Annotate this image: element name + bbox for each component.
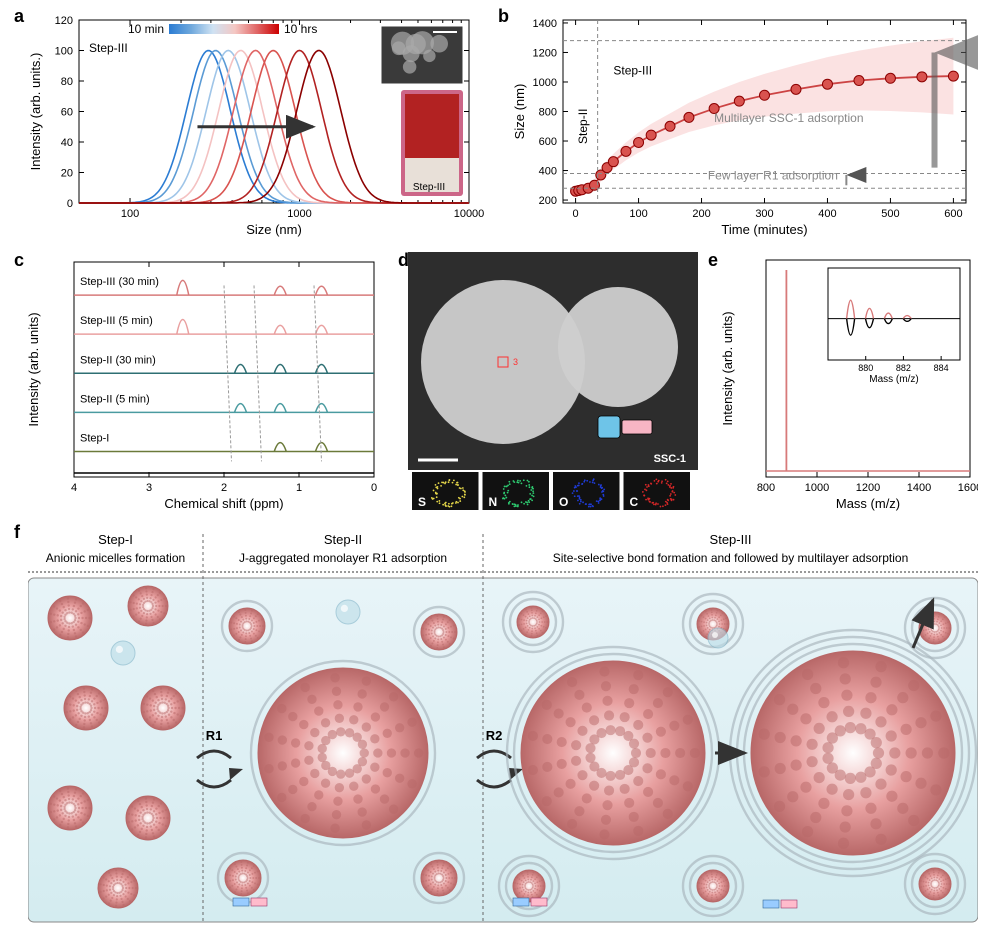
svg-text:0: 0 xyxy=(573,208,579,220)
svg-text:Step-III: Step-III xyxy=(89,41,128,55)
panel-a-chart: 0 20 40 60 80 100 120 100 1000 10000 Size (nm) Inte… xyxy=(24,8,484,238)
svg-text:100: 100 xyxy=(121,208,139,220)
svg-text:880: 880 xyxy=(858,363,873,373)
svg-text:10 hrs: 10 hrs xyxy=(284,22,317,36)
svg-text:Intensity (arb. units): Intensity (arb. units) xyxy=(26,312,41,426)
svg-text:Step-II (5 min): Step-II (5 min) xyxy=(80,393,150,405)
svg-text:400: 400 xyxy=(539,166,557,178)
svg-text:Step-III: Step-III xyxy=(710,532,752,547)
svg-text:3: 3 xyxy=(513,357,518,367)
svg-text:Mass (m/z): Mass (m/z) xyxy=(869,374,918,385)
svg-text:10000: 10000 xyxy=(454,208,484,220)
svg-text:20: 20 xyxy=(61,168,73,180)
svg-text:Step-II (30 min): Step-II (30 min) xyxy=(80,354,156,366)
svg-text:Step-I: Step-I xyxy=(80,432,109,444)
svg-text:Step-III: Step-III xyxy=(413,182,445,193)
svg-text:Intensity (arb. units): Intensity (arb. units) xyxy=(720,311,735,425)
panel-e-chart: 800 1000 1200 1400 1600 Mass (m/z) Intensity (… xyxy=(718,252,978,512)
svg-text:600: 600 xyxy=(539,136,557,148)
svg-text:10 min: 10 min xyxy=(128,22,164,36)
svg-text:400: 400 xyxy=(818,208,836,220)
svg-text:1000: 1000 xyxy=(287,208,311,220)
svg-text:80: 80 xyxy=(61,76,73,88)
svg-text:N: N xyxy=(489,495,498,509)
svg-text:Time (minutes): Time (minutes) xyxy=(721,222,807,237)
svg-text:60: 60 xyxy=(61,107,73,119)
svg-text:0: 0 xyxy=(67,198,73,210)
svg-text:Anionic micelles formation: Anionic micelles formation xyxy=(46,551,185,565)
svg-text:882: 882 xyxy=(896,363,911,373)
svg-text:C: C xyxy=(630,495,639,509)
svg-text:Chemical shift (ppm): Chemical shift (ppm) xyxy=(164,496,283,511)
svg-text:Step-I: Step-I xyxy=(98,532,133,547)
svg-text:600: 600 xyxy=(944,208,962,220)
svg-text:1: 1 xyxy=(296,482,302,494)
svg-text:SSC-1: SSC-1 xyxy=(654,453,686,465)
svg-text:800: 800 xyxy=(539,107,557,119)
svg-text:1400: 1400 xyxy=(907,482,931,494)
svg-text:1200: 1200 xyxy=(856,482,880,494)
svg-text:Step-III (5 min): Step-III (5 min) xyxy=(80,315,153,327)
svg-text:1000: 1000 xyxy=(805,482,829,494)
svg-text:200: 200 xyxy=(692,208,710,220)
svg-text:2: 2 xyxy=(221,482,227,494)
svg-text:Size (nm): Size (nm) xyxy=(512,84,527,140)
panel-label-c: c xyxy=(14,250,24,271)
svg-text:3: 3 xyxy=(146,482,152,494)
svg-text:J-aggregated monolayer R1 adso: J-aggregated monolayer R1 adsorption xyxy=(239,551,447,565)
svg-text:884: 884 xyxy=(934,363,949,373)
svg-text:300: 300 xyxy=(755,208,773,220)
svg-text:Site-selective bond formation: Site-selective bond formation and follow… xyxy=(553,551,909,565)
panel-label-e: e xyxy=(708,250,718,271)
panel-f-schematic: Step-I Anionic micelles formation Step-II J… xyxy=(28,528,978,926)
svg-text:Step-III (30 min): Step-III (30 min) xyxy=(80,276,159,288)
svg-text:800: 800 xyxy=(757,482,775,494)
svg-text:Size (nm): Size (nm) xyxy=(246,222,302,237)
svg-text:Mass (m/z): Mass (m/z) xyxy=(836,496,900,511)
panel-c-chart: 0 1 2 3 4 Chemical shift (ppm) Intensity (arb.… xyxy=(24,252,384,512)
svg-text:40: 40 xyxy=(61,137,73,149)
svg-text:500: 500 xyxy=(881,208,899,220)
svg-text:Multilayer SSC-1 adsorption: Multilayer SSC-1 adsorption xyxy=(714,111,863,125)
svg-text:O: O xyxy=(559,495,568,509)
svg-text:1600: 1600 xyxy=(958,482,978,494)
svg-text:4: 4 xyxy=(71,482,77,494)
svg-text:0: 0 xyxy=(371,482,377,494)
svg-text:Few layer R1 adsorption: Few layer R1 adsorption xyxy=(708,168,838,182)
svg-text:120: 120 xyxy=(55,15,73,27)
svg-text:Step-II: Step-II xyxy=(324,532,362,547)
svg-text:200: 200 xyxy=(539,195,557,207)
svg-text:100: 100 xyxy=(55,46,73,58)
panel-b-chart: 200 400 600 800 1000 1200 1400 0 100 200 300 400 500… xyxy=(508,8,978,238)
svg-text:Step-II: Step-II xyxy=(576,109,590,144)
svg-text:Intensity (arb. units.): Intensity (arb. units.) xyxy=(28,53,43,171)
svg-text:R1: R1 xyxy=(206,728,223,743)
panel-d-image: 3 SSC-1 S N O C xyxy=(408,252,698,512)
svg-text:1200: 1200 xyxy=(533,47,557,59)
svg-text:Step-III: Step-III xyxy=(613,64,652,78)
panel-label-a: a xyxy=(14,6,24,27)
panel-label-f: f xyxy=(14,522,20,543)
svg-text:S: S xyxy=(418,495,426,509)
svg-text:100: 100 xyxy=(629,208,647,220)
svg-text:1000: 1000 xyxy=(533,77,557,89)
svg-text:1400: 1400 xyxy=(533,18,557,30)
svg-text:R2: R2 xyxy=(486,728,503,743)
